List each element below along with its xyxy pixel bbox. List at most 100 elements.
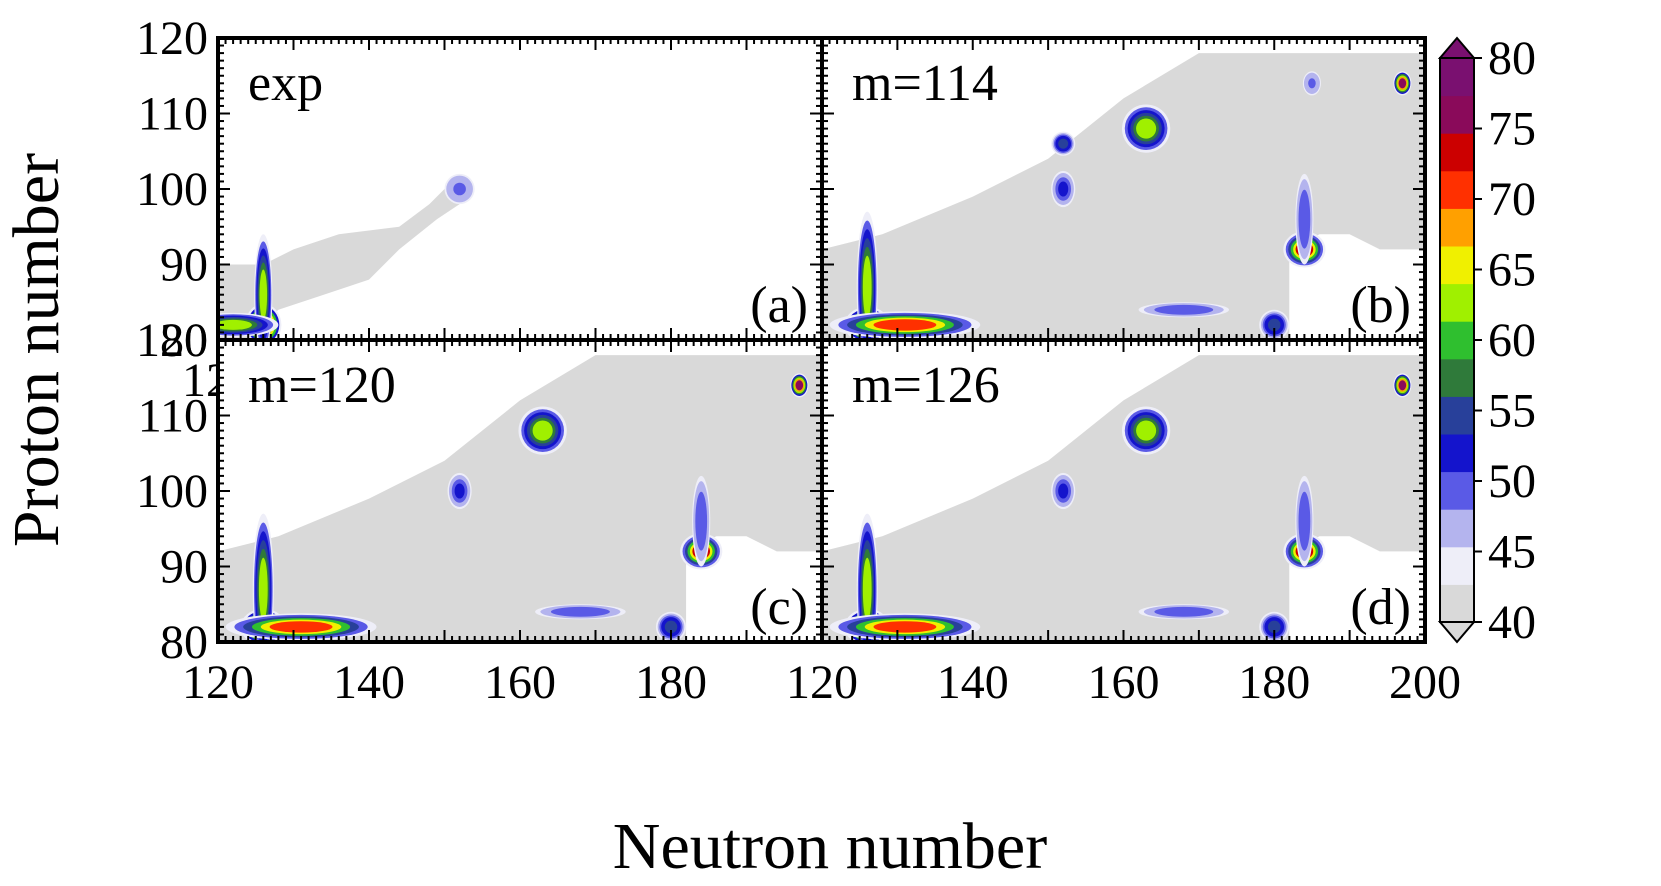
- colorbar-tick-label: 55: [1488, 385, 1536, 438]
- colorbar-segment: [1440, 170, 1474, 209]
- contour-level: [664, 620, 678, 634]
- colorbar-segment: [1440, 133, 1474, 172]
- hotspot: [1138, 302, 1230, 318]
- hotspot: [655, 611, 687, 642]
- data-region: [218, 181, 468, 340]
- y-tick-label: 80: [160, 616, 208, 669]
- panel-tag: (a): [750, 277, 808, 334]
- panel-c: 120 140 160 180 80 90 100 110 120 m=120 (c): [136, 314, 824, 709]
- contour-level: [873, 621, 937, 633]
- x-axis-title: Neutron number: [613, 810, 1047, 883]
- hotspot: [1393, 71, 1412, 96]
- contour-level: [1300, 200, 1309, 239]
- hotspot: [856, 513, 878, 642]
- colorbar-max-arrow: [1437, 36, 1477, 59]
- x-tick-label: 180: [635, 656, 707, 709]
- hotspot: [1259, 309, 1290, 340]
- panel-a: 1201401601808090100110120exp(a): [136, 12, 824, 407]
- contour-level: [218, 319, 252, 330]
- contour-level: [259, 269, 268, 320]
- hotspot: [1295, 173, 1314, 265]
- colorbar-segment: [1440, 321, 1474, 360]
- panel-contents: [218, 173, 475, 340]
- hotspot: [1393, 373, 1412, 398]
- colorbar-segment: [1440, 208, 1474, 247]
- colorbar-tick-label: 50: [1488, 455, 1536, 508]
- hotspot: [1295, 475, 1314, 567]
- colorbar-tick-label: 60: [1488, 314, 1536, 367]
- panel-tag: (b): [1350, 277, 1411, 334]
- hotspot: [225, 613, 377, 641]
- colorbar-segment: [1440, 546, 1474, 585]
- y-tick-label: 120: [136, 12, 208, 65]
- y-tick-label: 110: [138, 88, 208, 141]
- contour-level: [561, 608, 600, 615]
- hotspot: [518, 406, 567, 455]
- contour-level: [453, 182, 466, 196]
- data-region: [218, 355, 822, 642]
- colorbar-segment: [1440, 358, 1474, 397]
- hotspot: [252, 513, 274, 642]
- hotspot: [1051, 170, 1076, 208]
- panel-tag: (c): [750, 579, 808, 636]
- panel-title: m=120: [248, 357, 396, 414]
- contour-level: [1136, 420, 1157, 441]
- colorbar-segment: [1440, 434, 1474, 473]
- contour-level: [697, 502, 705, 541]
- x-tick-label: 120: [786, 656, 858, 709]
- colorbar-tick-label: 45: [1488, 526, 1536, 579]
- data-region: [822, 53, 1425, 340]
- y-tick-label: 80: [160, 314, 208, 367]
- tick-marks: [821, 339, 1426, 643]
- x-tick-label: 140: [333, 656, 405, 709]
- panel-b: m=114 (b): [820, 36, 1427, 342]
- contour-level: [1136, 118, 1157, 139]
- contour-level: [1398, 78, 1407, 89]
- y-axis-title: Proton number: [0, 153, 73, 547]
- y-tick-label: 110: [138, 390, 208, 443]
- colorbar-segment: [1440, 283, 1474, 322]
- hotspot: [1302, 71, 1321, 96]
- x-tick-label: 200: [1389, 656, 1461, 709]
- colorbar-tick-label: 75: [1488, 103, 1536, 156]
- contour-level: [1398, 380, 1407, 391]
- contour-level: [1164, 608, 1203, 615]
- contour-level: [454, 483, 465, 499]
- contour-level: [1267, 318, 1281, 332]
- hotspot: [790, 373, 809, 398]
- colorbar-tick-label: 70: [1488, 173, 1536, 226]
- panel-title: exp: [248, 55, 323, 112]
- y-tick-label: 120: [136, 314, 208, 367]
- colorbar-tick-label: 80: [1488, 32, 1536, 85]
- hotspot: [1051, 131, 1076, 156]
- hotspot: [1121, 406, 1171, 455]
- hotspot: [444, 173, 475, 205]
- panel-contents: [822, 53, 1425, 340]
- contour-level: [1164, 306, 1203, 313]
- hotspot: [1051, 472, 1076, 510]
- hotspot: [856, 211, 878, 340]
- contour-level: [1300, 502, 1309, 541]
- contour-level: [269, 621, 333, 633]
- contour-level: [1058, 483, 1069, 499]
- hotspot: [447, 472, 472, 510]
- panel-title: m=114: [852, 55, 998, 112]
- hotspot: [218, 312, 279, 337]
- x-tick-label: 160: [1088, 656, 1160, 709]
- contour-level: [862, 255, 872, 319]
- colorbar-segment: [1440, 584, 1474, 623]
- panel-d: 120 140 160 180 200 m=126 (d): [786, 338, 1461, 709]
- y-tick-label: 90: [160, 541, 208, 594]
- hotspot: [535, 604, 626, 620]
- hotspot: [829, 311, 981, 339]
- colorbar-min-arrow: [1437, 621, 1477, 644]
- contour-level: [873, 319, 937, 331]
- contour-level: [795, 380, 804, 391]
- panels-group: 1201401601808090100110120exp(a)m=114(b)1…: [136, 12, 1461, 709]
- contour-level: [258, 557, 268, 621]
- colorbar-segment: [1440, 509, 1474, 548]
- contour-level: [1058, 181, 1069, 197]
- x-tick-label: 120: [182, 656, 254, 709]
- y-tick-label: 100: [136, 163, 208, 216]
